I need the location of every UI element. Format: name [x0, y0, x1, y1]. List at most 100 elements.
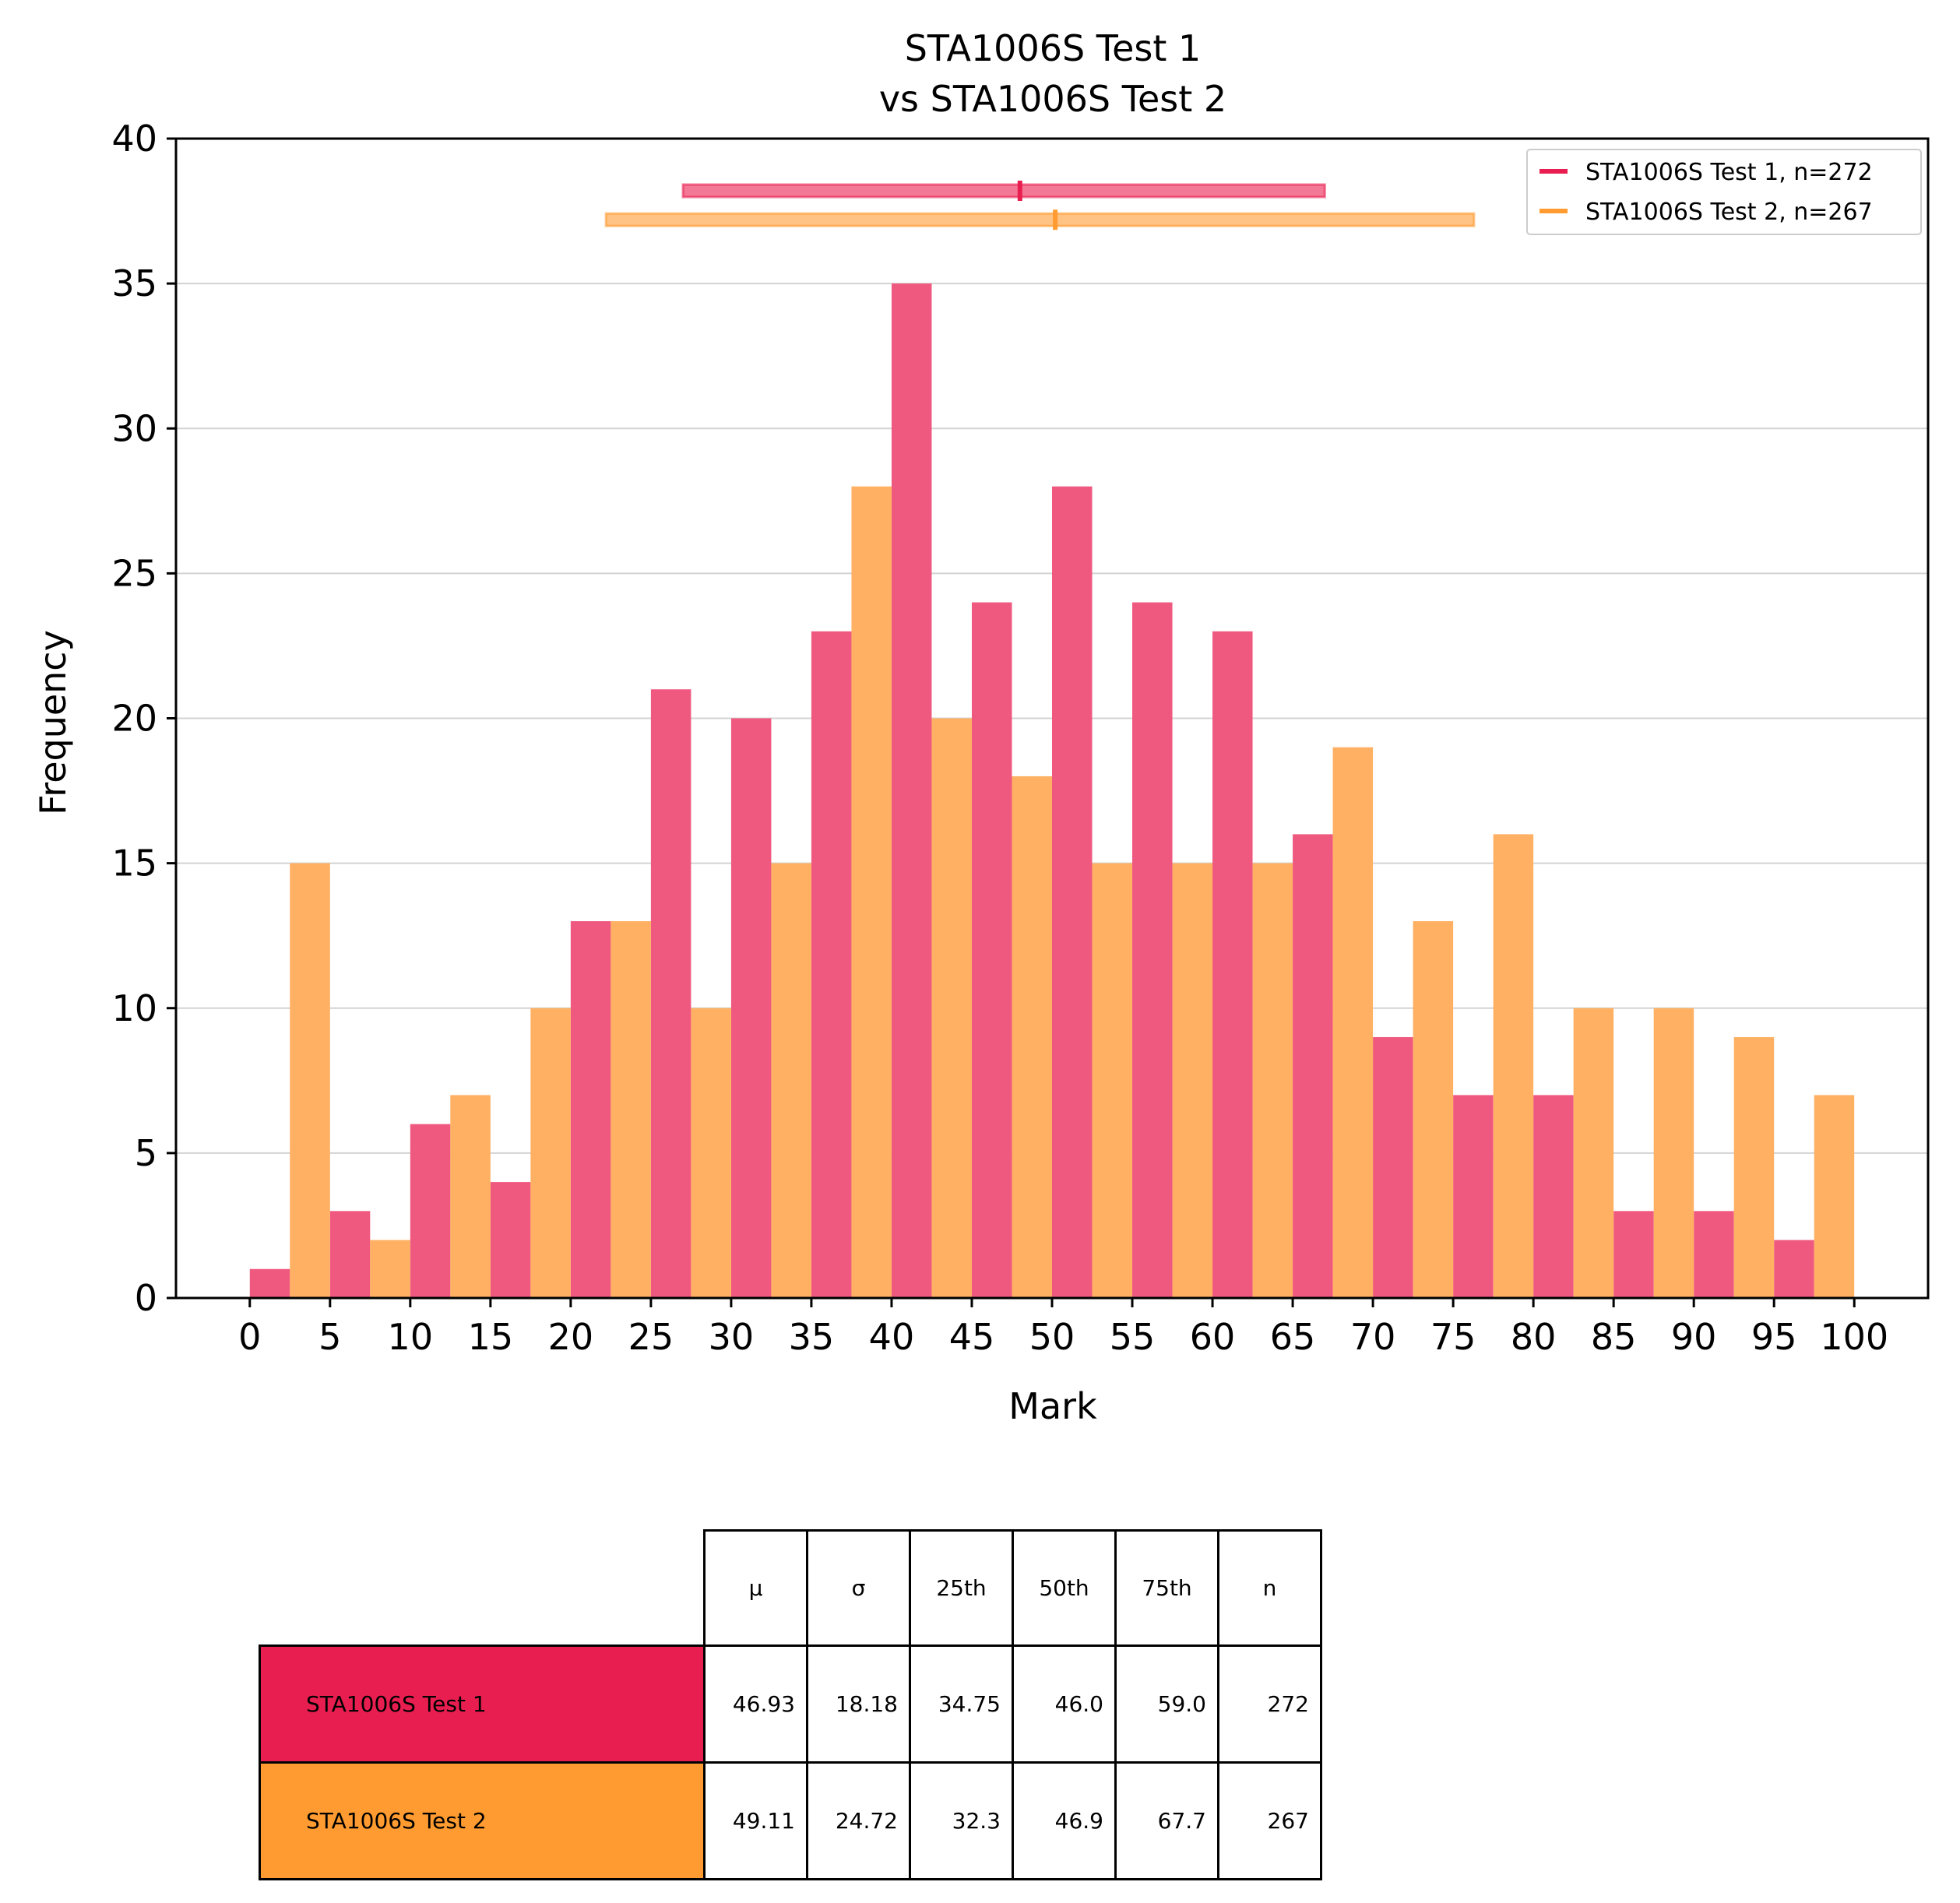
- x-tick-label: 25: [628, 1316, 674, 1358]
- x-tick-label: 95: [1751, 1316, 1797, 1358]
- axis-ticks: 0 5 10 15 20 25 30 35 40 45 50 55 60 65 70 75 80 85 90 95 10…: [111, 118, 1888, 1358]
- bar: [570, 921, 611, 1298]
- bar: [1733, 1036, 1775, 1298]
- table-cell-n: 272: [1217, 1644, 1322, 1764]
- table-cell-p25: 32.3: [909, 1761, 1014, 1880]
- table-header-n: n: [1217, 1529, 1322, 1647]
- x-tick-label: 50: [1029, 1316, 1075, 1358]
- bar: [1774, 1240, 1814, 1298]
- x-axis-label: Mark: [1008, 1385, 1097, 1427]
- x-tick-label: 35: [789, 1316, 835, 1358]
- y-tick-label: 35: [111, 262, 157, 304]
- table-header-p50: 50th: [1012, 1529, 1117, 1647]
- x-tick-label: 0: [238, 1316, 261, 1358]
- bar: [1012, 776, 1052, 1298]
- x-tick-label: 80: [1511, 1316, 1557, 1358]
- y-axis-label: Frequency: [32, 630, 74, 815]
- bar: [490, 1182, 531, 1298]
- x-tick-label: 90: [1671, 1316, 1717, 1358]
- bar: [1092, 863, 1133, 1298]
- y-tick-label: 10: [111, 987, 157, 1029]
- bar: [290, 863, 330, 1298]
- bar: [450, 1095, 491, 1298]
- x-tick-label: 55: [1110, 1316, 1156, 1358]
- x-tick-label: 60: [1190, 1316, 1236, 1358]
- table-cell-mean: 49.11: [703, 1761, 808, 1880]
- bar: [1132, 602, 1173, 1298]
- chart-title-line-2: vs STA1006S Test 2: [879, 78, 1226, 120]
- table-cell-std: 18.18: [806, 1644, 911, 1764]
- table-row: STA1006S Test 1 46.93 18.18 34.75 46.0 5…: [259, 1644, 1322, 1764]
- y-tick-label: 30: [111, 407, 157, 449]
- x-tick-label: 5: [318, 1316, 341, 1358]
- bar: [691, 1008, 731, 1298]
- x-tick-label: 85: [1591, 1316, 1637, 1358]
- histogram-chart: STA1006S Test 1 vs STA1006S Test 2 0 5 10 1…: [32, 27, 1930, 1427]
- x-tick-label: 15: [468, 1316, 514, 1358]
- bar: [650, 689, 691, 1298]
- table-header-mean: μ: [703, 1529, 808, 1647]
- legend-label-test1: STA1006S Test 1, n=272: [1585, 159, 1873, 186]
- bar: [771, 863, 811, 1298]
- bar: [410, 1124, 451, 1298]
- table-cell-p75: 67.7: [1114, 1761, 1219, 1880]
- bar: [811, 631, 852, 1298]
- summary-intervals: [604, 181, 1476, 230]
- legend: STA1006S Test 1, n=272 STA1006S Test 2, …: [1526, 149, 1922, 235]
- bar: [1172, 863, 1213, 1298]
- bar: [1694, 1211, 1734, 1298]
- bar: [1453, 1095, 1494, 1298]
- interval-box: [604, 212, 1476, 227]
- interval-box: [681, 183, 1326, 199]
- table-header-std: σ: [806, 1529, 911, 1647]
- table-cell-p75: 59.0: [1114, 1644, 1219, 1764]
- x-tick-label: 40: [869, 1316, 915, 1358]
- bar: [931, 718, 972, 1298]
- y-tick-label: 40: [111, 118, 157, 160]
- bar: [1252, 863, 1293, 1298]
- bar: [1493, 834, 1534, 1298]
- table-header-p25: 25th: [909, 1529, 1014, 1647]
- table-cell-p50: 46.0: [1012, 1644, 1117, 1764]
- bar: [1332, 747, 1374, 1298]
- x-tick-label: 70: [1350, 1316, 1396, 1358]
- table-corner: [260, 1531, 705, 1646]
- bar: [1613, 1211, 1654, 1298]
- bar: [1212, 631, 1253, 1298]
- y-tick-label: 5: [135, 1132, 157, 1174]
- bar: [1573, 1008, 1614, 1298]
- bar: [611, 921, 651, 1298]
- x-tick-label: 10: [388, 1316, 434, 1358]
- table-cell-p50: 46.9: [1012, 1761, 1117, 1880]
- bar: [329, 1211, 371, 1298]
- legend-box: [1526, 149, 1922, 235]
- y-tick-label: 20: [111, 698, 157, 740]
- bar: [730, 718, 772, 1298]
- y-tick-label: 15: [111, 842, 157, 885]
- x-tick-label: 20: [548, 1316, 594, 1358]
- x-tick-label: 45: [949, 1316, 995, 1358]
- y-tick-label: 25: [111, 552, 157, 594]
- bar: [971, 602, 1012, 1298]
- x-tick-label: 65: [1270, 1316, 1316, 1358]
- table-row-label-test2: STA1006S Test 2: [259, 1761, 706, 1880]
- x-tick-label: 30: [709, 1316, 755, 1358]
- bar: [1293, 834, 1333, 1298]
- summary-stats-table: μ σ 25th 50th 75th n STA1006S Test 1 46.…: [259, 1529, 1322, 1880]
- bars: [249, 283, 1855, 1299]
- table-cell-p25: 34.75: [909, 1644, 1014, 1764]
- table-cell-std: 24.72: [806, 1761, 911, 1880]
- x-tick-label: 100: [1820, 1316, 1888, 1358]
- bar: [1533, 1095, 1574, 1298]
- bar: [891, 283, 932, 1298]
- bar: [370, 1240, 410, 1298]
- bar: [1814, 1095, 1855, 1298]
- x-tick-label: 75: [1430, 1316, 1476, 1358]
- table-row-label-test1: STA1006S Test 1: [259, 1644, 706, 1764]
- bar: [530, 1008, 571, 1298]
- bar: [249, 1268, 290, 1298]
- bar: [1373, 1036, 1413, 1298]
- bar: [851, 486, 892, 1299]
- table-row: STA1006S Test 2 49.11 24.72 32.3 46.9 67…: [259, 1761, 1322, 1880]
- bar: [1052, 486, 1093, 1299]
